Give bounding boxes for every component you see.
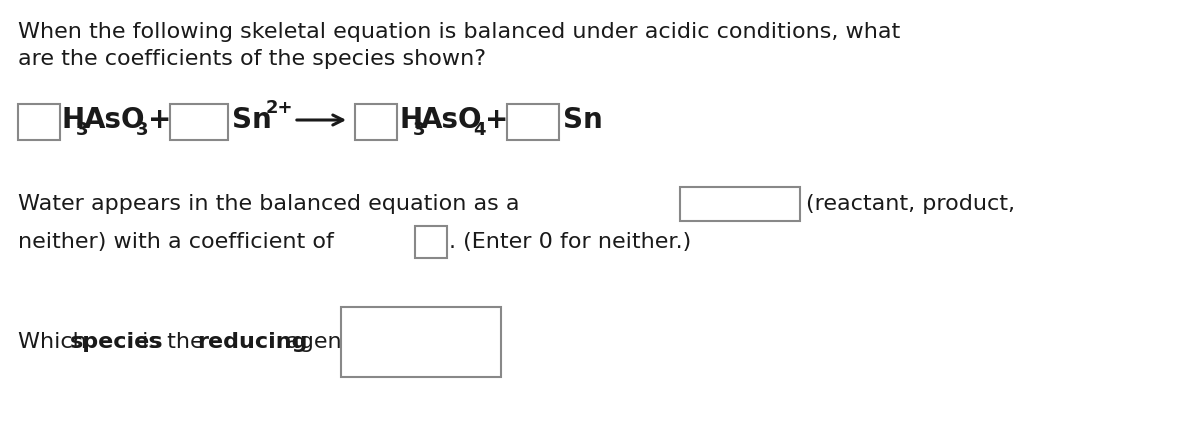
Text: Sn: Sn [563,106,602,134]
Bar [508,104,559,140]
Text: 3: 3 [76,121,89,139]
Bar [341,307,502,377]
Text: 4: 4 [473,121,486,139]
Text: 3: 3 [413,121,426,139]
Bar [415,226,446,258]
Text: 2+: 2+ [266,99,294,117]
Text: AsO: AsO [84,106,145,134]
Text: Sn: Sn [232,106,271,134]
Text: 3: 3 [136,121,149,139]
Text: H: H [398,106,422,134]
Text: H: H [62,106,85,134]
Text: is the: is the [134,332,211,352]
Text: +: + [485,106,509,134]
Text: . (Enter 0 for neither.): . (Enter 0 for neither.) [449,232,691,252]
Text: reducing: reducing [197,332,307,352]
Text: Water appears in the balanced equation as a: Water appears in the balanced equation a… [18,194,520,214]
Bar [680,187,800,221]
Text: +: + [148,106,172,134]
Text: are the coefficients of the species shown?: are the coefficients of the species show… [18,49,486,69]
Text: neither) with a coefficient of: neither) with a coefficient of [18,232,334,252]
Bar [18,104,60,140]
Text: agent?: agent? [278,332,362,352]
Bar [170,104,228,140]
Text: AsO: AsO [421,106,482,134]
Bar [355,104,397,140]
Text: species: species [70,332,163,352]
Text: (reactant, product,: (reactant, product, [806,194,1015,214]
Text: When the following skeletal equation is balanced under acidic conditions, what: When the following skeletal equation is … [18,22,900,42]
Text: Which: Which [18,332,94,352]
